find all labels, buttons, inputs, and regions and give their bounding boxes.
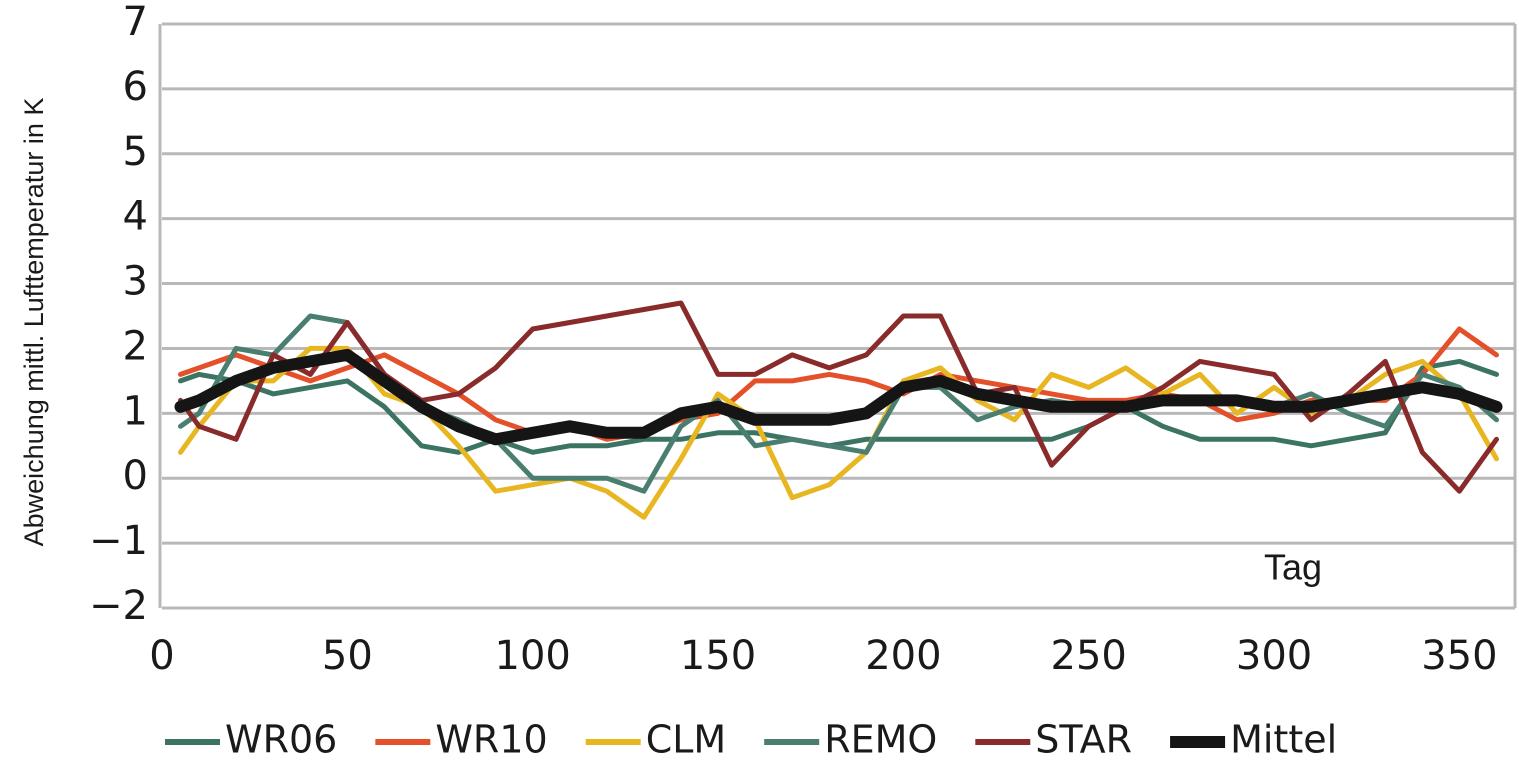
- y-tick-label: 1: [123, 388, 148, 434]
- x-tick-label: 200: [865, 633, 941, 679]
- x-tick-label: 50: [322, 633, 373, 679]
- x-tick-label: 100: [495, 633, 571, 679]
- y-tick-label: 6: [123, 64, 148, 110]
- legend-label: REMO: [824, 718, 937, 761]
- y-tick-label: 0: [123, 453, 148, 499]
- y-tick-label: −1: [89, 518, 148, 564]
- x-tick-label: 150: [680, 633, 756, 679]
- y-tick-label: −2: [89, 583, 148, 629]
- y-axis-label: Abweichung mittl. Lufttemperatur in K: [19, 98, 49, 547]
- line-series: [178, 326, 1499, 442]
- legend-label: WR06: [225, 718, 337, 761]
- legend-label: CLM: [646, 718, 727, 761]
- x-tick-label: 350: [1421, 633, 1497, 679]
- x-tick-label: 0: [149, 633, 174, 679]
- y-tick-label: 7: [123, 0, 148, 45]
- y-tick-label: 4: [123, 194, 148, 240]
- line-series: [178, 345, 1499, 520]
- legend-label: STAR: [1035, 718, 1132, 761]
- line-series: [174, 348, 1503, 446]
- y-tick-label: 5: [123, 129, 148, 175]
- legend-label: WR10: [435, 718, 547, 761]
- x-tick-label: 300: [1236, 633, 1312, 679]
- legend-label: Mittel: [1230, 718, 1337, 761]
- x-tick-label: 250: [1051, 633, 1127, 679]
- x-axis-label: Tag: [1264, 547, 1322, 588]
- y-tick-label: 3: [123, 259, 148, 305]
- y-tick-label: 2: [123, 323, 148, 369]
